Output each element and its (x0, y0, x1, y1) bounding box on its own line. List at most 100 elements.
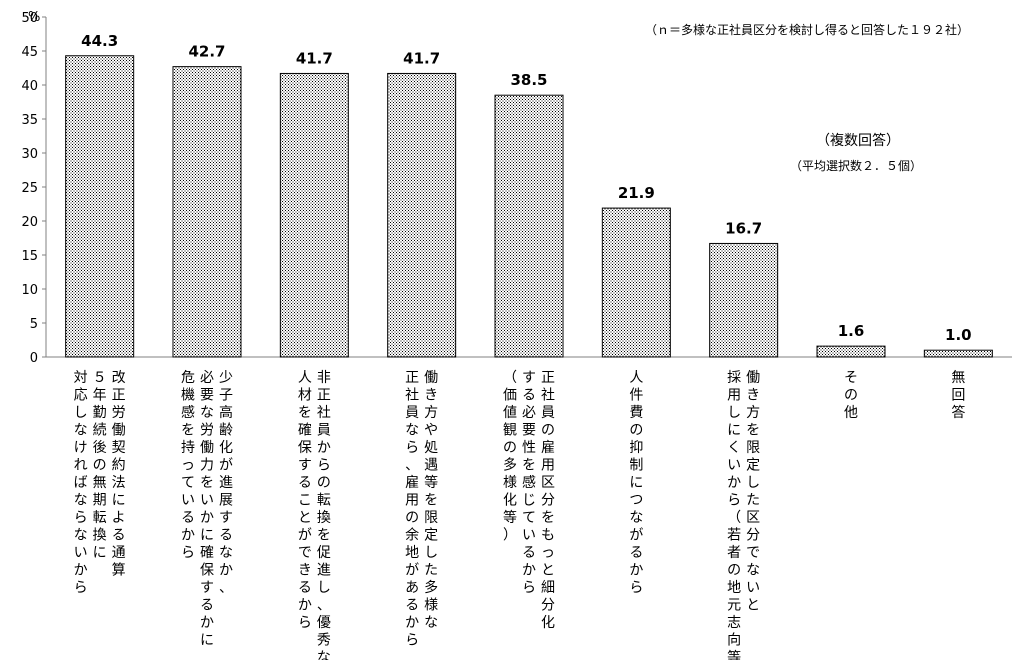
category-label-char: な (629, 510, 643, 526)
category-label-char: の (727, 563, 741, 579)
category-label-char: ら (298, 615, 312, 631)
category-label-char: 区 (541, 475, 555, 491)
category-label-char: に (93, 545, 107, 561)
category-label-char: て (181, 475, 195, 491)
category-label-char: い (74, 545, 88, 561)
sample-note: （ｎ＝多様な正社員区分を検討し得ると回答した１９２社） (645, 22, 969, 37)
value-label: 1.6 (838, 322, 865, 340)
category-label-char: 転 (317, 493, 331, 509)
category-label-char: 後 (93, 440, 107, 456)
category-label-char: か (405, 615, 419, 631)
y-axis-ticks: 0 5 10 15 20 25 30 35 40 45 50 (21, 11, 46, 366)
category-label-char: も (541, 528, 555, 544)
bar (279, 72, 349, 358)
category-label-char: に (200, 528, 214, 544)
category-label-char: 化 (541, 615, 555, 631)
category-label-char: き (424, 388, 438, 404)
category-label-char: 労 (112, 405, 126, 421)
category-label-char: 契 (112, 440, 126, 456)
category-label-char: 等 (503, 509, 517, 526)
avg-selected-note: （平均選択数２．５個） (790, 158, 922, 173)
category-label-char: 制 (629, 458, 643, 474)
category-label-char: 定 (424, 528, 438, 544)
category-label-char: 用 (541, 458, 555, 474)
category-label-char: な (405, 423, 419, 439)
category-label-char: 優 (317, 615, 331, 631)
category-label-char: 価 (503, 388, 517, 404)
category-label-char: ば (74, 475, 88, 491)
category-label-char: や (424, 423, 438, 439)
category-label-char: 費 (629, 405, 643, 421)
category-label-char: を (317, 528, 331, 544)
category-labels: 改正労働契約法による通算５年勤続後の無期転換に対応しなければならないから少子高齢… (74, 370, 966, 660)
category-label-char: く (727, 440, 741, 456)
category-label-char: る (200, 598, 214, 614)
y-tick-label: 0 (30, 351, 38, 366)
category-label-char: の (405, 510, 419, 526)
category-label-char: か (74, 563, 88, 579)
category-label-char: の (629, 423, 643, 439)
category-label-char: 者 (727, 545, 741, 561)
value-label: 41.7 (403, 49, 440, 67)
category-label-char: 細 (541, 580, 555, 596)
category-label-char: が (298, 528, 312, 544)
category-label-char: の (541, 423, 555, 439)
category-label-char: 感 (181, 404, 195, 421)
category-label-char: 感 (522, 474, 536, 491)
category-label-char: 対 (74, 370, 88, 386)
category-label-char: と (298, 510, 312, 526)
y-tick-label: 40 (21, 79, 38, 94)
bar (494, 94, 564, 358)
category-label-char: 員 (405, 405, 419, 421)
category-label-char: 化 (503, 493, 517, 509)
category-label-char: か (298, 598, 312, 614)
category-label-char: の (503, 440, 517, 456)
y-tick-label: 50 (21, 11, 38, 26)
category-label-char: を (746, 423, 760, 439)
category-label-char: で (298, 545, 312, 561)
y-tick-label: 10 (21, 283, 38, 298)
category-label-char: 区 (746, 510, 760, 526)
category-label-char: 展 (219, 493, 233, 509)
category-label-char: し (317, 580, 331, 596)
category-label-char: な (317, 650, 331, 660)
category-label-char: 方 (746, 405, 760, 421)
category-label-char: 材 (298, 388, 312, 404)
bars (65, 55, 993, 358)
category-label-char: す (219, 510, 233, 526)
category-label-char: 遇 (424, 458, 438, 474)
category-label-char: け (74, 440, 88, 456)
value-label: 1.0 (945, 326, 972, 344)
category-label-char: 無 (93, 475, 107, 491)
category-label-char: な (74, 493, 88, 509)
category-label-char: き (746, 388, 760, 404)
category-label-char: 採 (727, 370, 741, 386)
category-label-char: 余 (405, 527, 419, 544)
category-label-char: な (219, 545, 233, 561)
category-label-char: 地 (405, 545, 419, 561)
category-label-char: と (746, 598, 760, 614)
category-label-char: よ (112, 510, 126, 526)
category-label-char: ら (74, 580, 88, 596)
category-label-char: ら (522, 580, 536, 596)
category-label-char: っ (181, 458, 195, 474)
category-label-char: ら (317, 458, 331, 474)
category-label-char: ） (503, 528, 517, 544)
category-label-char: が (629, 528, 643, 544)
category-label-char: 促 (317, 545, 331, 561)
category-label-char: 分 (541, 598, 555, 614)
category-label-char: あ (405, 580, 419, 596)
category-label-char: 期 (93, 493, 107, 509)
category-label-char: し (74, 405, 88, 421)
category-label-char: る (112, 528, 126, 544)
category-label-char: 員 (317, 423, 331, 439)
category-label-char: 正 (541, 370, 555, 386)
category-label-char: れ (74, 458, 88, 474)
category-label-char: そ (844, 370, 858, 386)
category-label-char: 用 (727, 388, 741, 404)
category-label-char: 、 (317, 598, 331, 614)
category-label-char: 正 (112, 388, 126, 404)
category-label-char: ら (181, 545, 195, 561)
value-labels: 44.3 42.7 41.7 41.7 38.5 21.9 16.7 1.6 1.0 (81, 32, 971, 344)
category-label-char: 員 (541, 405, 555, 421)
